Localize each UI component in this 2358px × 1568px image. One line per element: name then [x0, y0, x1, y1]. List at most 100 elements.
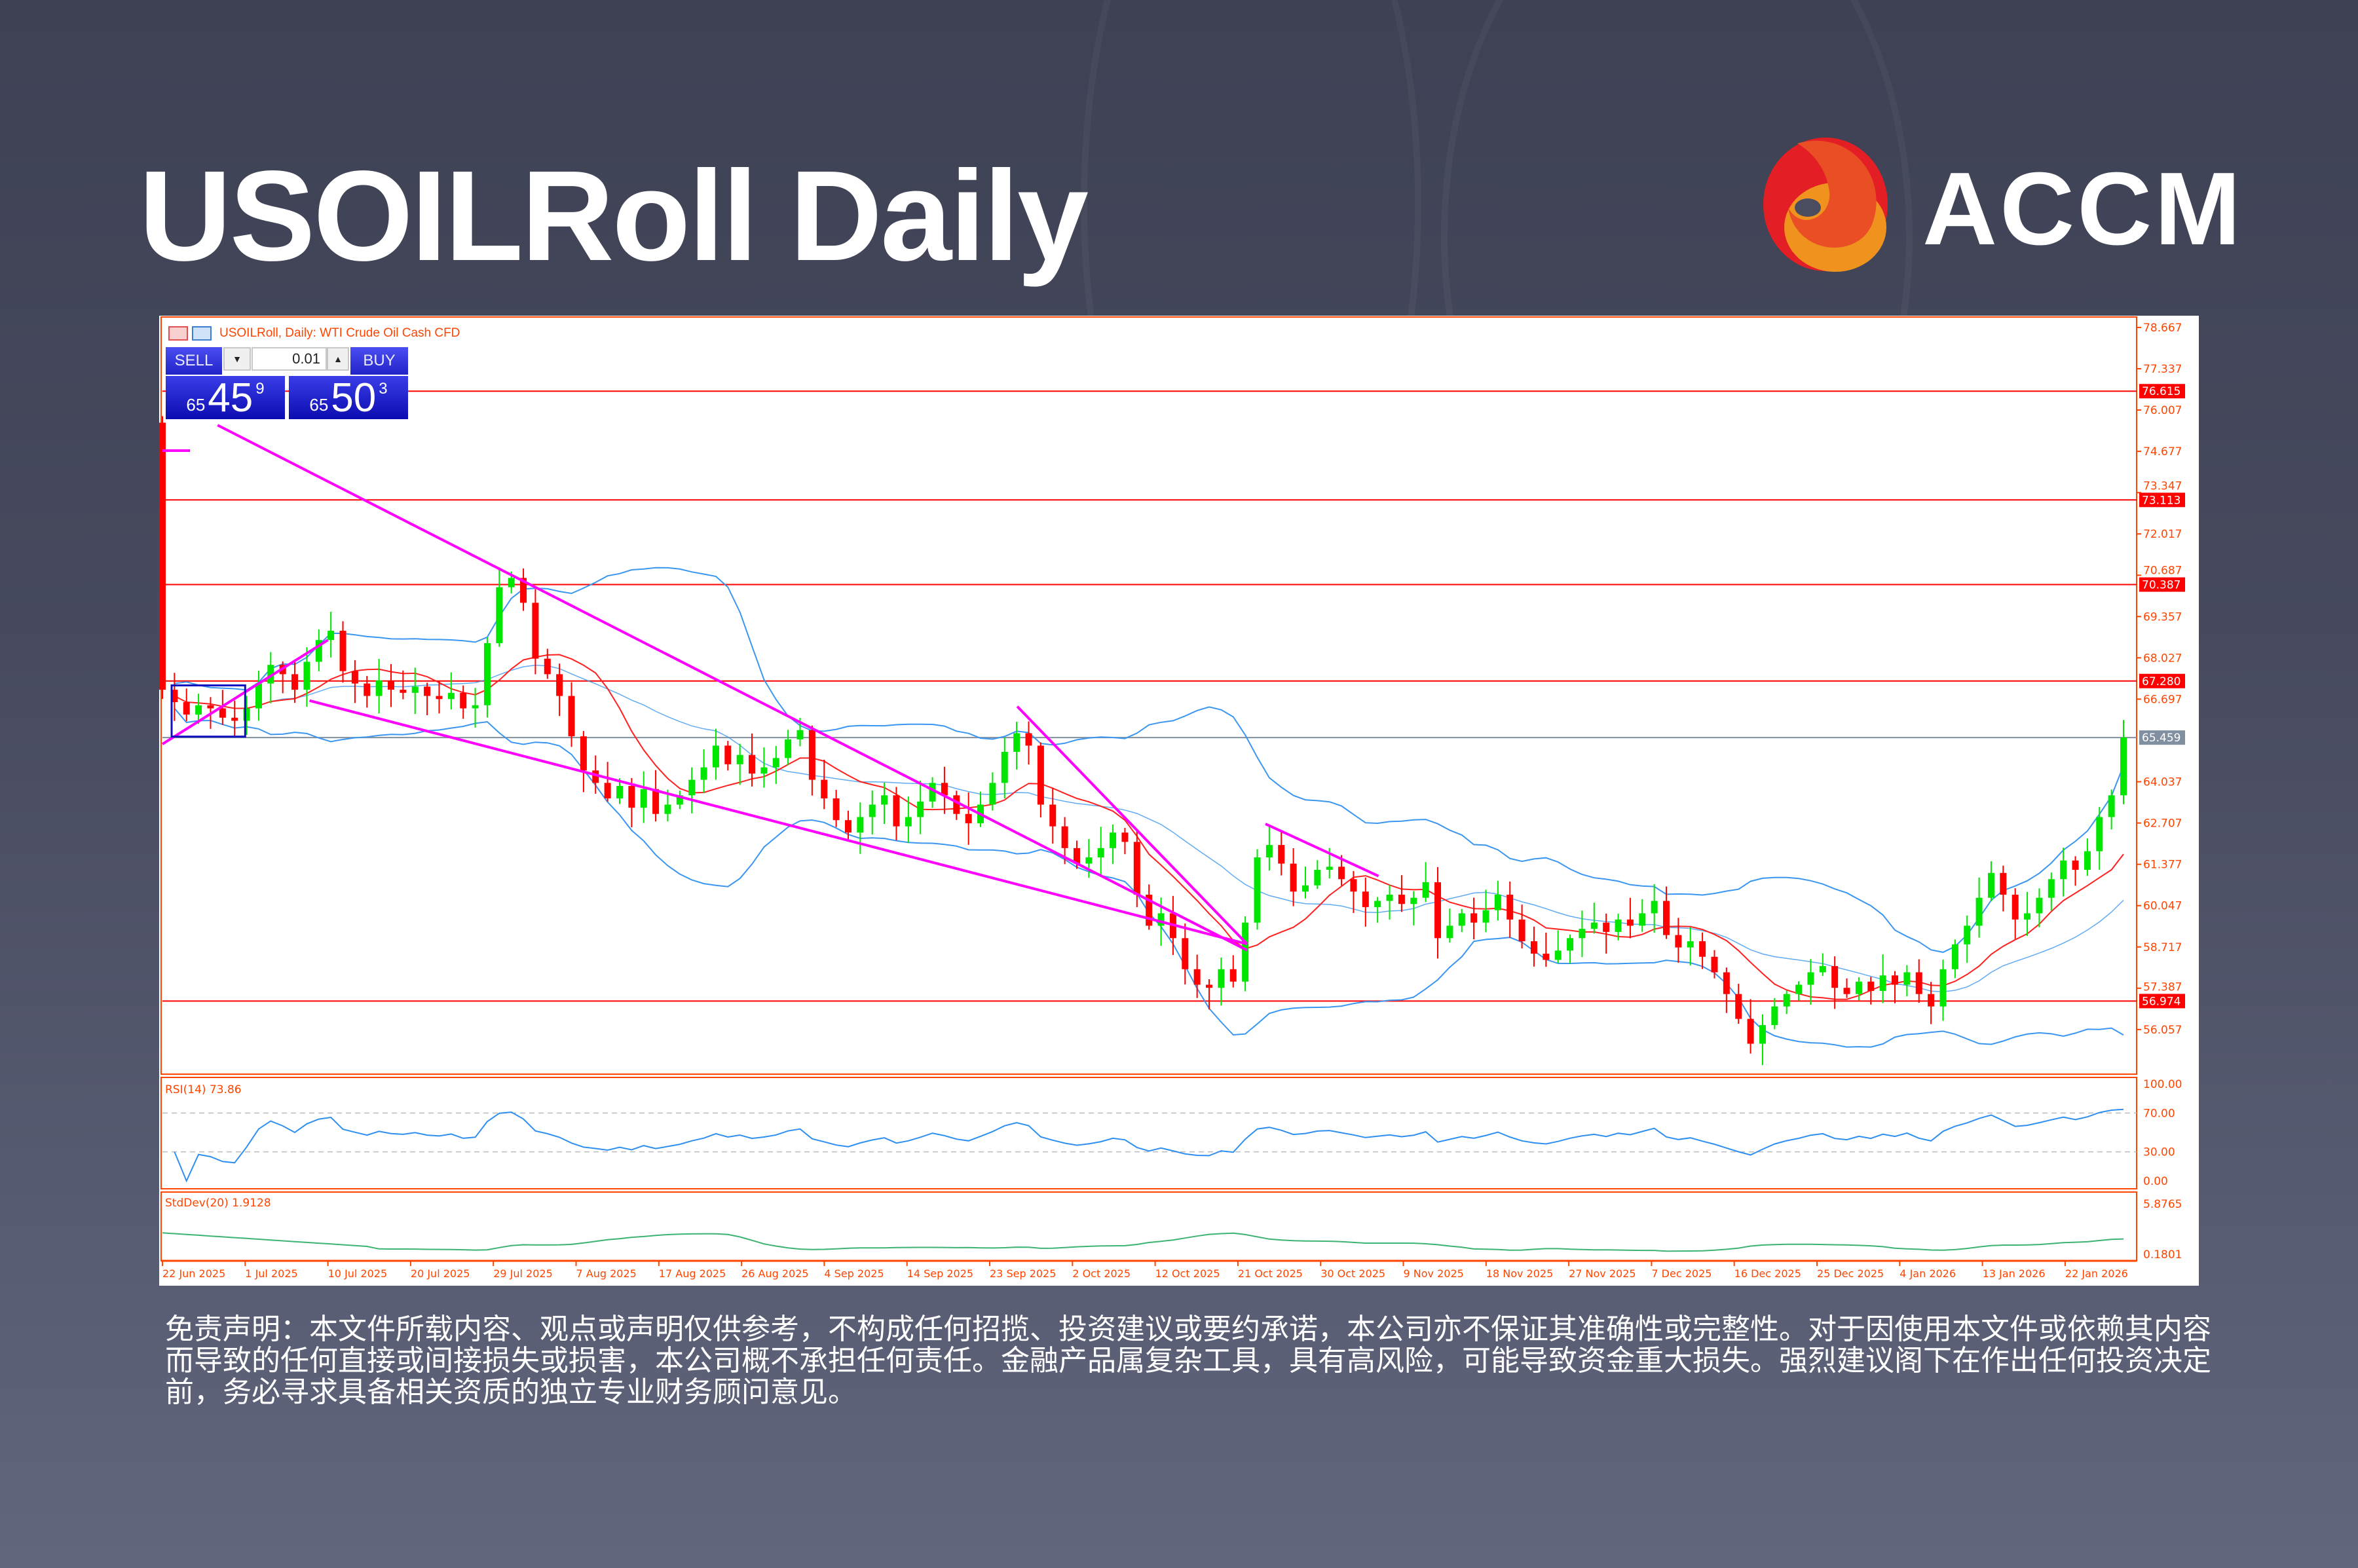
chart-canvas[interactable]: 78.667 77.337 76.007 74.677 73.347 72.017 70.6… — [159, 316, 2199, 1286]
candle-body — [1964, 925, 1971, 944]
rsi-tick-label: 30.00 — [2143, 1146, 2175, 1159]
candle-body — [364, 683, 371, 696]
candle-body — [568, 696, 575, 737]
candle-body — [833, 798, 840, 821]
candle-body — [736, 755, 743, 764]
candle-body — [1711, 956, 1718, 973]
candle — [460, 685, 467, 719]
candle — [965, 792, 972, 845]
candle — [1687, 927, 1694, 966]
lot-increase-button[interactable]: ▲ — [327, 347, 349, 371]
sell-price-pip: 9 — [255, 380, 265, 398]
candle-body — [1121, 832, 1129, 842]
candle — [556, 663, 563, 717]
candle-body — [1434, 882, 1442, 939]
candle — [1386, 885, 1393, 920]
lot-decrease-button[interactable]: ▼ — [223, 347, 251, 371]
candle-body — [1699, 941, 1706, 957]
candle-body — [1398, 894, 1405, 905]
candle — [1182, 923, 1189, 984]
buy-price[interactable]: 65 50 3 — [289, 376, 408, 419]
candle-body — [2048, 879, 2055, 898]
candle-body — [857, 817, 864, 833]
candle-body — [1518, 919, 1525, 942]
candle — [844, 810, 852, 842]
candle — [1723, 967, 1730, 1013]
candle-body — [520, 578, 527, 603]
sell-price[interactable]: 65 45 9 — [166, 376, 285, 419]
rsi-tick-label: 100.00 — [2143, 1078, 2182, 1091]
candle — [364, 676, 371, 708]
candle-body — [1855, 981, 1862, 994]
stddev-tick-label: 0.1801 — [2143, 1248, 2182, 1261]
candle-body — [941, 783, 948, 796]
candle — [1915, 959, 1922, 1003]
candle — [1301, 867, 1309, 899]
candle-body — [1892, 975, 1899, 985]
candle-body — [1915, 972, 1922, 994]
candle — [400, 670, 407, 700]
candle-body — [929, 783, 936, 802]
candle — [1807, 959, 1814, 1005]
candle-body — [652, 789, 660, 814]
candle-body — [1278, 845, 1285, 864]
buy-button[interactable]: BUY — [350, 347, 408, 375]
candle-body — [1350, 879, 1357, 892]
candle — [1374, 897, 1381, 923]
candle-body — [604, 783, 611, 799]
price-tick-label: 64.037 — [2143, 776, 2182, 789]
price-chart[interactable]: 78.667 77.337 76.007 74.677 73.347 72.017 70.6… — [159, 316, 2199, 1286]
candle — [1795, 981, 1803, 1001]
time-tick-label: 1 Jul 2025 — [245, 1267, 297, 1280]
candle-body — [688, 779, 696, 796]
candle — [472, 688, 479, 728]
candle-body — [1458, 913, 1465, 926]
buy-price-main: 50 — [331, 375, 377, 420]
candle-body — [1097, 848, 1104, 858]
sell-button[interactable]: SELL — [166, 347, 222, 375]
candle-body — [2000, 872, 2007, 895]
candle-body — [1506, 894, 1514, 920]
price-level-tag — [2139, 493, 2185, 508]
logo-hole — [1795, 198, 1821, 217]
stddev-tick-label: 5.8765 — [2143, 1198, 2182, 1211]
candle — [1651, 884, 1658, 933]
candle-body — [1615, 919, 1622, 932]
candle — [712, 728, 719, 780]
candle-body — [1554, 950, 1562, 960]
disclaimer-text: 免责声明：本文件所载内容、观点或声明仅供参考，不构成任何招揽、投资建议或要约承诺… — [165, 1313, 2211, 1408]
candle — [977, 791, 984, 827]
price-level-tag — [2139, 673, 2185, 688]
candle-body — [1157, 913, 1165, 926]
candle — [1193, 954, 1201, 998]
candle-body — [1819, 966, 1826, 973]
stddev-line — [162, 1232, 2124, 1252]
candle — [676, 791, 683, 810]
candle — [1843, 978, 1850, 998]
candle-body — [1879, 975, 1886, 991]
candle — [953, 791, 960, 820]
price-tick-label: 72.017 — [2143, 528, 2182, 541]
candle-body — [1386, 894, 1393, 901]
candle — [2084, 838, 2091, 876]
lot-size-input[interactable]: 0.01 — [252, 347, 327, 371]
candle-body — [424, 686, 431, 696]
candle-body — [724, 745, 732, 764]
candle-body — [664, 804, 671, 814]
price-tick-label: 66.697 — [2143, 693, 2182, 706]
candle — [2012, 888, 2019, 939]
candle-body — [1110, 832, 1117, 848]
candle — [255, 670, 262, 721]
one-click-trading-panel: SELL ▼ 0.01 ▲ BUY 65 45 9 65 50 3 — [166, 345, 408, 420]
candle-body — [1218, 969, 1225, 988]
price-tick-label: 62.707 — [2143, 817, 2182, 831]
candle-body — [700, 767, 707, 780]
page-title: USOILRoll Daily — [139, 144, 1089, 288]
stddev-label: StdDev(20) 1.9128 — [165, 1197, 271, 1210]
candle-body — [460, 692, 467, 709]
candle — [580, 731, 587, 793]
candle-body — [1182, 938, 1189, 969]
candle-body — [1903, 972, 1911, 985]
candle-body — [1735, 994, 1742, 1019]
candle — [881, 782, 888, 825]
